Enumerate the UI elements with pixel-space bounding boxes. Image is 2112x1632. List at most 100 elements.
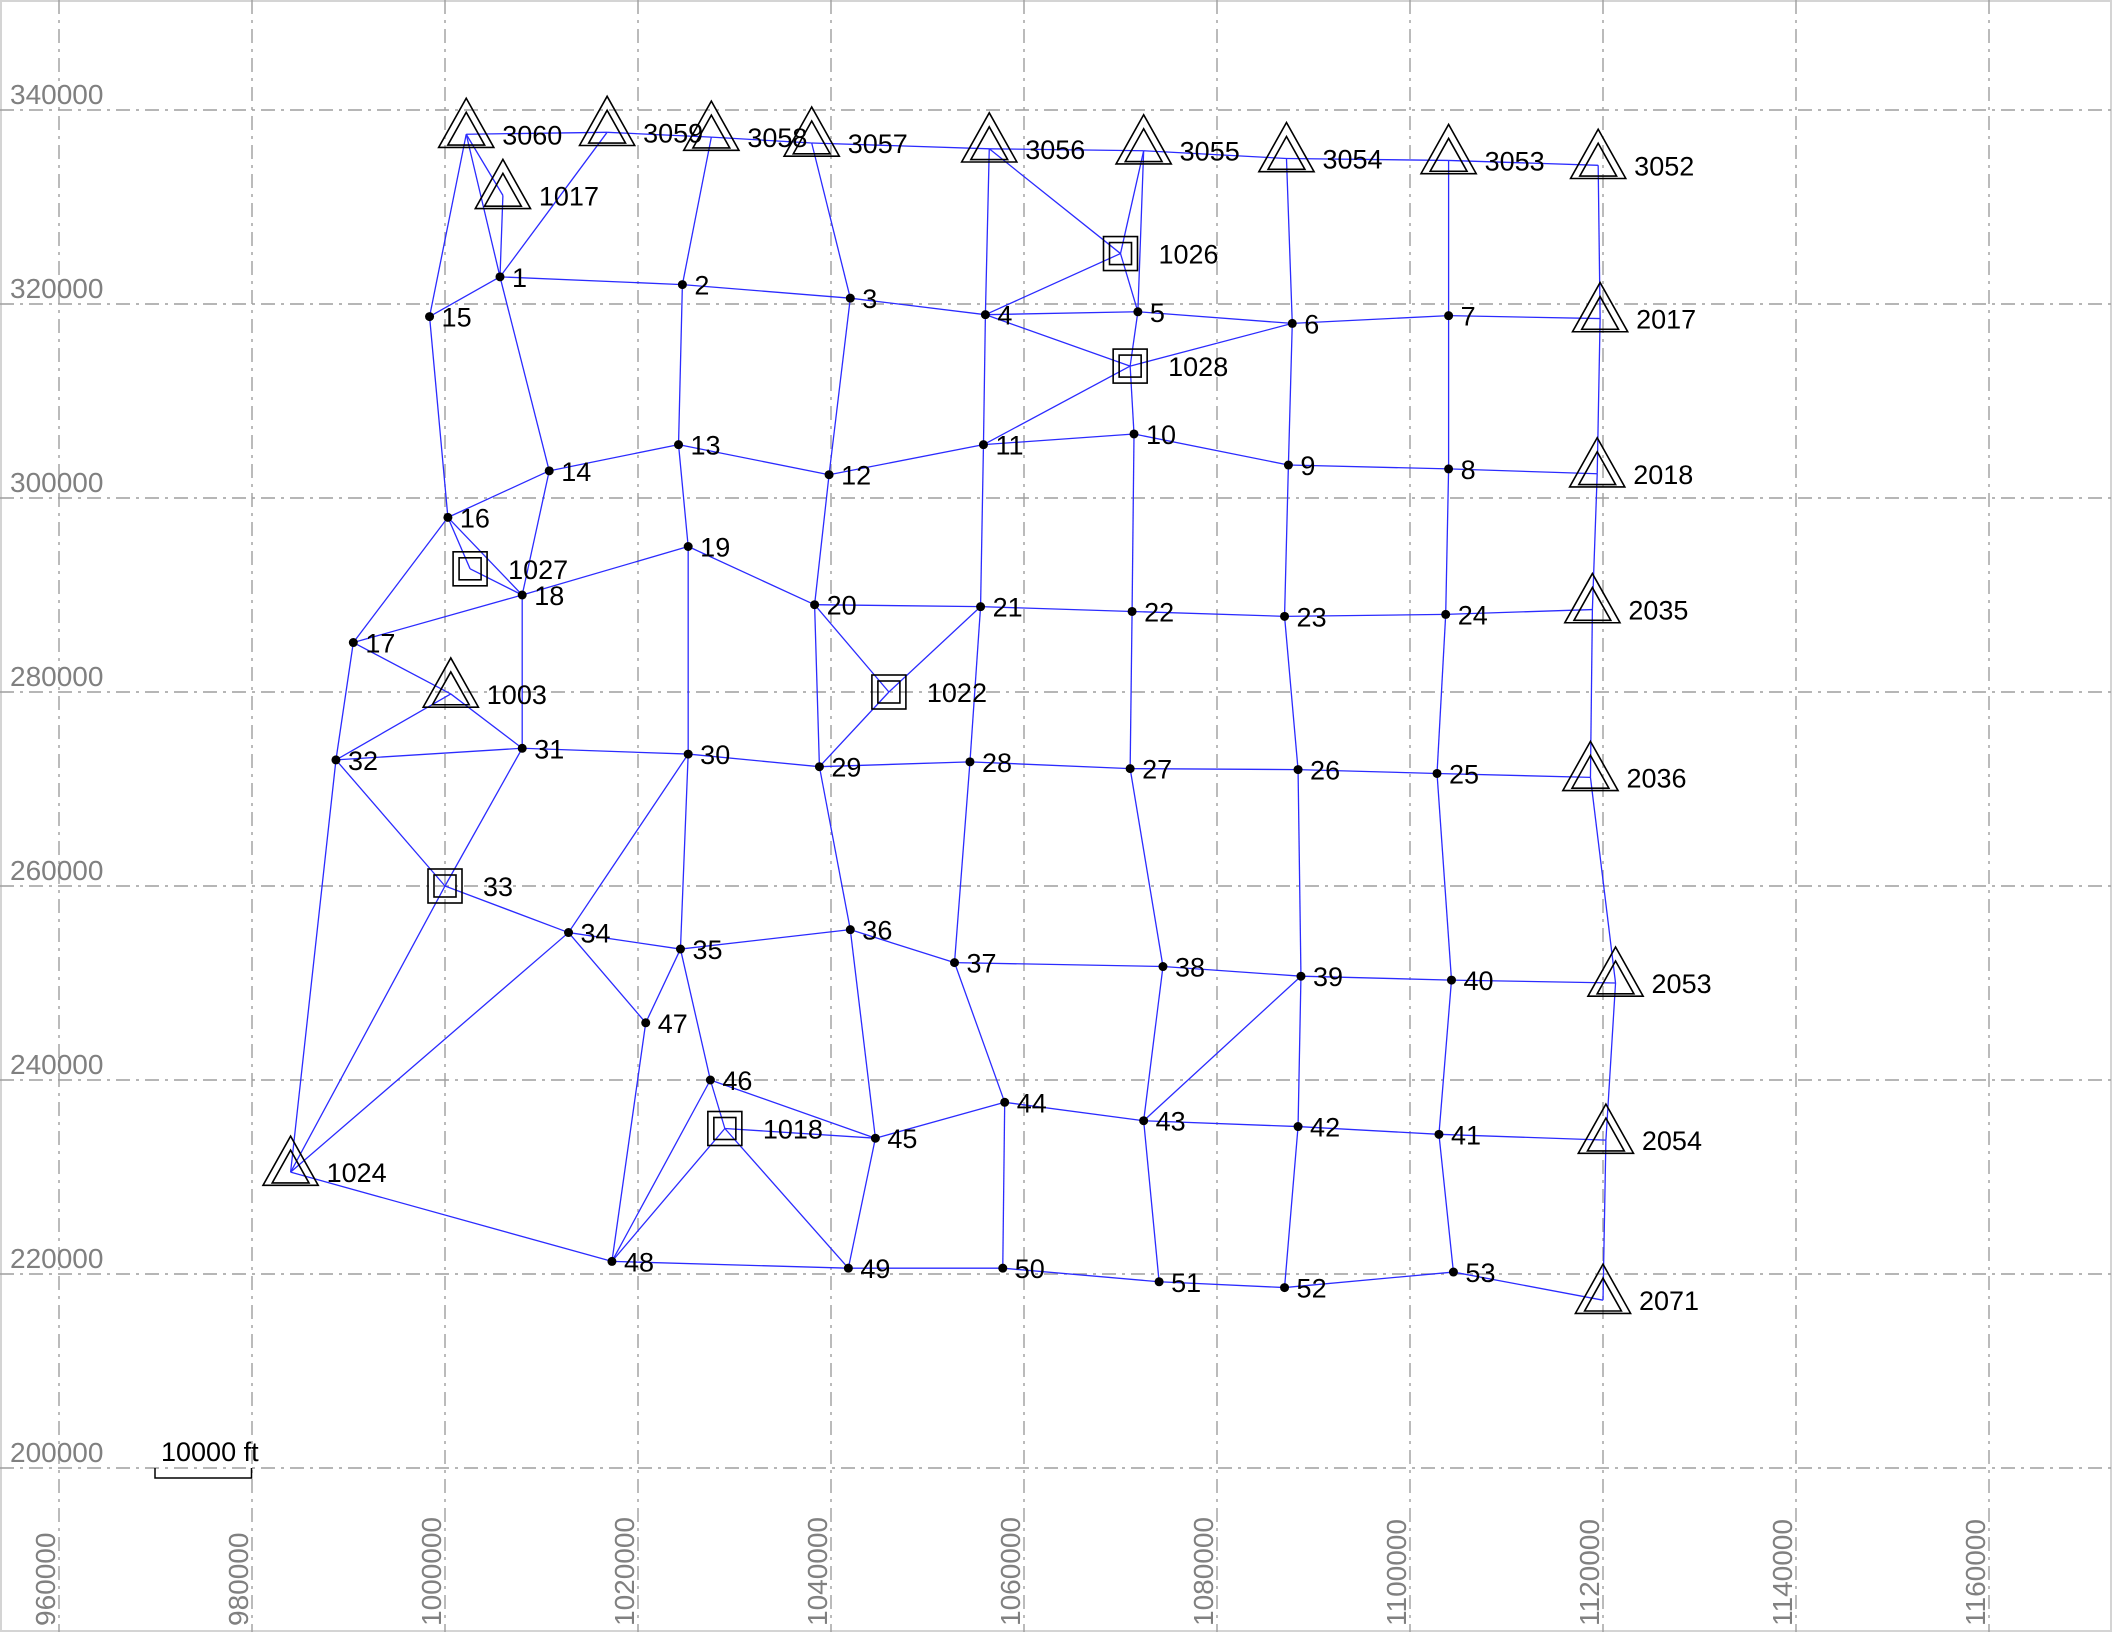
- edge-45-44: [875, 1101, 1005, 1139]
- edge-3056-1026: [988, 148, 1121, 255]
- triangle-inner: [270, 1148, 311, 1184]
- station-label-5: 5: [1150, 298, 1165, 328]
- station-label-20: 20: [827, 591, 857, 621]
- station-20-dot-icon: [810, 600, 820, 610]
- edge-8-2018: [1448, 468, 1598, 475]
- edge-1003-31: [450, 693, 523, 749]
- control-2071-double-triangle-icon: [1574, 1262, 1632, 1315]
- edge-35-47: [645, 948, 682, 1024]
- square-outer: [707, 1110, 743, 1147]
- station-label-2071: 2071: [1639, 1286, 1699, 1316]
- edge-51-52: [1159, 1281, 1285, 1289]
- station-label-1: 1: [512, 263, 527, 293]
- station-52-dot-icon: [1280, 1283, 1290, 1293]
- edge-18-19: [522, 545, 689, 596]
- edge-40-41: [1438, 980, 1453, 1135]
- control-2036-double-triangle-icon: [1561, 739, 1620, 792]
- triangle-outer: [1257, 120, 1316, 173]
- edge-16-1027: [447, 517, 471, 570]
- edge-23-26: [1283, 616, 1299, 770]
- station-46-dot-icon: [705, 1075, 715, 1085]
- station-50-dot-icon: [998, 1263, 1008, 1273]
- edge-3054-6: [1285, 158, 1293, 324]
- control-2054-double-triangle-icon: [1576, 1102, 1635, 1155]
- edge-3059-3058: [607, 131, 712, 138]
- edge-43-42: [1143, 1120, 1299, 1128]
- edge-1027-18: [469, 568, 523, 596]
- triangle-outer: [261, 1134, 320, 1187]
- triangle-inner: [431, 670, 471, 706]
- edge-32-33: [335, 759, 446, 887]
- edge-41-2054: [1438, 1133, 1606, 1141]
- edge-34-1024: [290, 932, 569, 1173]
- control-3056-double-triangle-icon: [960, 111, 1019, 163]
- station-label-51: 51: [1171, 1268, 1201, 1298]
- triangle-outer: [1114, 113, 1173, 165]
- triangle-outer: [960, 111, 1019, 163]
- edge-35-46: [679, 948, 712, 1081]
- edge-16-17: [352, 517, 449, 643]
- triangle-inner: [1578, 141, 1618, 177]
- edge-1028-10: [1129, 366, 1135, 435]
- station-29-dot-icon: [814, 762, 824, 772]
- edge-6-9: [1287, 323, 1293, 466]
- edge-30-35: [679, 754, 689, 950]
- edge-25-40: [1436, 773, 1453, 981]
- station-11-dot-icon: [978, 440, 988, 450]
- edge-13-19: [677, 444, 689, 547]
- edge-34-47: [568, 932, 647, 1024]
- edge-4-1028: [985, 314, 1131, 367]
- station-labels: 3060 3059 3058 3057 3056 3055 3054 3053 30521017…: [327, 118, 1712, 1316]
- control-1018-double-square-icon: [707, 1110, 743, 1147]
- station-label-1027: 1027: [508, 555, 568, 585]
- station-25-dot-icon: [1432, 768, 1442, 778]
- edge-3052-2017: [1597, 165, 1601, 319]
- edge-3-12: [828, 298, 851, 475]
- edge-20-21: [814, 604, 981, 608]
- station-label-9: 9: [1300, 451, 1315, 481]
- edge-45-49: [847, 1138, 877, 1269]
- station-label-37: 37: [967, 949, 997, 979]
- edge-1-15: [429, 276, 501, 318]
- station-label-6: 6: [1304, 309, 1319, 339]
- edge-21-28: [969, 606, 982, 762]
- triangle-outer: [1561, 739, 1620, 792]
- triangle-outer: [682, 99, 741, 152]
- station-42-dot-icon: [1293, 1122, 1303, 1132]
- triangle-inner: [446, 110, 486, 146]
- triangle-inner: [483, 171, 523, 207]
- square-outer: [452, 551, 488, 587]
- edge-3059-1: [499, 131, 608, 278]
- station-label-24: 24: [1458, 600, 1488, 630]
- x-tick-label-1100000: 1100000: [1381, 1519, 1412, 1626]
- control-3057-double-triangle-icon: [782, 105, 841, 157]
- y-tick-label-220000: 220000: [10, 1243, 103, 1274]
- station-label-35: 35: [692, 935, 722, 965]
- station-9-dot-icon: [1283, 460, 1293, 470]
- edge-25-2036: [1437, 772, 1591, 779]
- edge-32-31: [335, 747, 523, 761]
- station-label-33: 33: [483, 872, 513, 902]
- station-label-41: 41: [1451, 1120, 1481, 1150]
- x-tick-label-1060000: 1060000: [995, 1517, 1026, 1626]
- edge-1-14: [499, 276, 550, 471]
- square-inner: [713, 1116, 737, 1141]
- edge-37-38: [954, 961, 1163, 968]
- x-tick-label-1020000: 1020000: [609, 1517, 640, 1626]
- edge-48-49: [611, 1260, 849, 1269]
- triangle-inner: [791, 119, 832, 155]
- station-5-dot-icon: [1133, 307, 1143, 317]
- station-label-16: 16: [460, 503, 490, 533]
- control-3052-double-triangle-icon: [1569, 127, 1628, 180]
- edge-36-37: [850, 929, 955, 964]
- edge-36-45: [849, 929, 877, 1139]
- station-label-3056: 3056: [1025, 135, 1085, 165]
- square-outer: [427, 868, 463, 904]
- x-tick-label-1040000: 1040000: [802, 1517, 833, 1626]
- edge-24-2035: [1445, 608, 1593, 616]
- station-48-dot-icon: [607, 1256, 617, 1266]
- station-label-47: 47: [658, 1009, 688, 1039]
- station-label-10: 10: [1146, 420, 1176, 450]
- station-label-3054: 3054: [1322, 145, 1382, 175]
- triangle-outer: [782, 105, 841, 157]
